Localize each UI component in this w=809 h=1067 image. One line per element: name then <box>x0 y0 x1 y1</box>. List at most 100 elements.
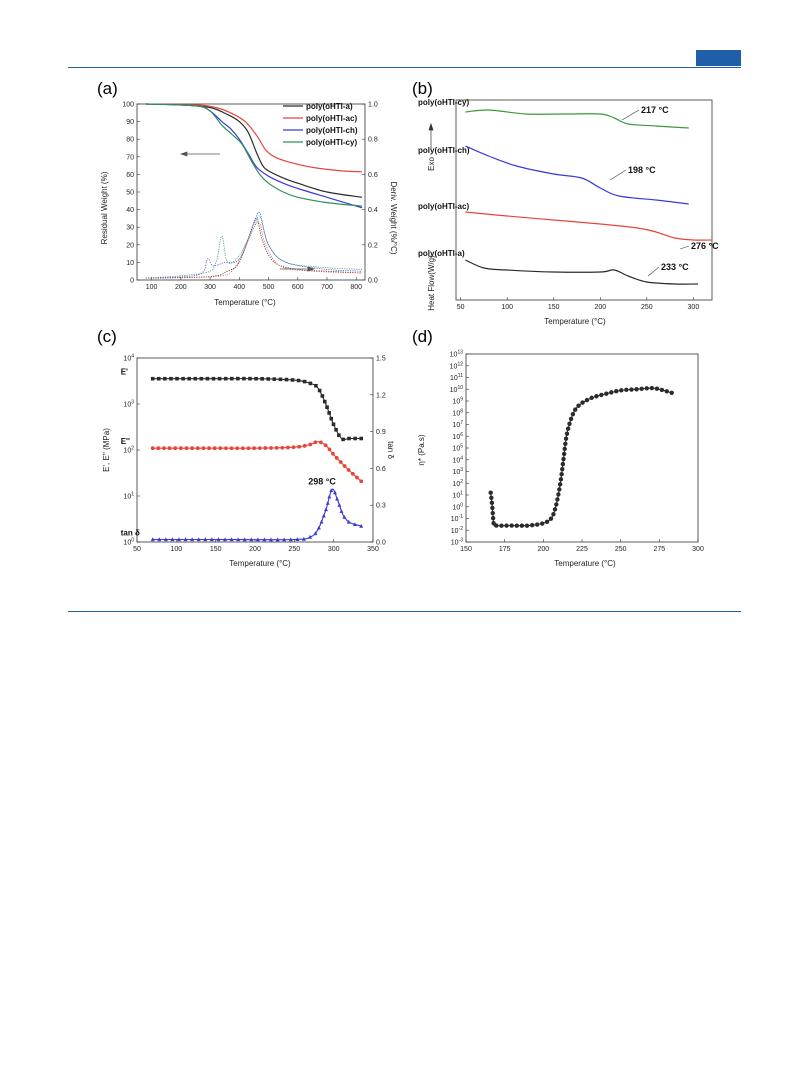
panel-c-marker <box>337 502 342 507</box>
panel-d-ytick-label: 104 <box>452 455 463 464</box>
panel-d-marker <box>629 387 634 392</box>
panel-b-exo-label: Exo <box>427 157 436 171</box>
panel-c-marker <box>209 537 214 542</box>
panel-a-xtick-label: 200 <box>175 284 187 291</box>
panel-c-marker <box>205 376 210 381</box>
panel-a-series-1 <box>145 103 363 173</box>
panel-b-xtick-label: 250 <box>641 304 653 311</box>
panel-a-xtick-label: 700 <box>321 284 333 291</box>
panel-c-marker <box>319 519 324 524</box>
panel-c-marker <box>320 394 325 398</box>
panel-c-y2tick-label: 0.0 <box>376 540 386 547</box>
panel-d-ytick-label: 10-2 <box>451 526 463 535</box>
panel-b-exo-arrow <box>428 122 434 150</box>
panel-c-marker <box>314 383 318 388</box>
panel-d-marker <box>557 487 562 492</box>
panel-c-marker <box>334 427 338 432</box>
panel-d-marker <box>554 502 559 507</box>
panel-c-marker <box>246 446 251 451</box>
panel-b-ylabel: Heat Flow(W/g) <box>427 255 436 311</box>
panel-c-marker <box>257 446 262 451</box>
panel-c-marker <box>317 388 322 393</box>
panel-c-marker <box>353 436 357 441</box>
panel-c-marker <box>163 537 168 542</box>
panel-b-series-label: poly(oHTI-a) <box>418 249 465 258</box>
footer-rule <box>68 611 741 612</box>
panel-c-marker <box>291 445 296 450</box>
panel-a-y2tick-label: 1.0 <box>368 102 378 109</box>
panel-c-series-label: E' <box>121 368 128 377</box>
panel-c-marker <box>341 437 345 442</box>
panel-a-deriv-series-1 <box>145 222 363 279</box>
panel-c-marker <box>329 488 334 493</box>
panel-c-marker <box>301 536 306 541</box>
panel-c-marker <box>163 376 167 381</box>
panel-c-y2tick-label: 1.5 <box>376 356 386 363</box>
panel-d-marker <box>634 387 639 392</box>
panel-b-tg-arrow <box>647 266 660 277</box>
panel-d-marker <box>544 519 550 525</box>
panel-d-marker <box>488 490 493 495</box>
panel-a-y2tick-label: 0.0 <box>368 278 378 285</box>
panel-b-series-0 <box>465 109 689 129</box>
panel-c-marker <box>169 376 173 381</box>
panel-d-xtick-label: 225 <box>576 546 588 553</box>
panel-d-marker <box>509 523 514 528</box>
panel-c-xtick-label: 200 <box>249 546 261 553</box>
panel-c-marker <box>331 451 335 456</box>
panel-a-deriv-series-2 <box>145 211 363 279</box>
panel-c-marker <box>352 522 357 527</box>
panel-a-ytick-label: 90 <box>126 119 134 126</box>
panel-b-tg-annotation: 217 °C <box>641 105 669 115</box>
panel-c-marker <box>240 446 245 451</box>
panel-c-marker <box>316 525 321 530</box>
panel-b-xtick-label: 300 <box>688 304 700 311</box>
panel-c-marker <box>286 445 290 450</box>
panel-c-ytick-label: 100 <box>123 538 134 547</box>
panel-b-xtick-label: 100 <box>501 304 513 311</box>
panel-d-marker <box>560 466 565 472</box>
panel-a-ytick-label: 10 <box>126 260 134 267</box>
panel-d-label: (d) <box>412 327 433 346</box>
panel-d-marker <box>551 512 556 517</box>
panel-d-marker <box>557 482 563 487</box>
panel-b-tg-arrow <box>621 109 640 121</box>
figure-panel-a: (a) 100 200 300 400 500 600 700 800 0 10 20 30 40 50 6… <box>97 79 398 307</box>
panel-d-marker <box>489 495 494 500</box>
panel-d-marker <box>489 500 495 506</box>
panel-c-xtick-label: 50 <box>133 546 141 553</box>
panel-d-marker <box>561 451 567 457</box>
panel-c-marker <box>308 534 313 539</box>
panel-a-y2tick-label: 0.4 <box>368 207 378 214</box>
panel-c-marker <box>278 377 283 382</box>
panel-c-ytick-label: 104 <box>123 354 134 363</box>
panel-c-marker <box>308 381 313 386</box>
panel-c-marker <box>183 537 188 542</box>
panel-c-marker <box>150 537 155 542</box>
panel-d-xtick-label: 150 <box>460 546 472 553</box>
panel-d-ytick-label: 1012 <box>450 361 464 370</box>
panel-d-marker <box>644 386 649 391</box>
panel-d-marker <box>556 492 561 497</box>
panel-a-xlabel: Temperature (°C) <box>214 298 276 307</box>
panel-b-label: (b) <box>412 79 433 98</box>
panel-d-marker <box>568 416 574 422</box>
panel-c-y2tick-label: 0.9 <box>376 429 386 436</box>
panel-d-marker <box>555 497 560 502</box>
panel-c-marker <box>347 436 351 441</box>
panel-c-marker <box>218 446 223 451</box>
panel-b-xtick-label: 50 <box>457 304 465 311</box>
panel-c-marker <box>342 515 347 519</box>
panel-c-marker <box>269 446 273 450</box>
panel-a-xtick-label: 500 <box>263 284 275 291</box>
panel-d-marker <box>558 477 564 482</box>
panel-c-marker <box>229 537 234 542</box>
panel-c-marker <box>181 376 185 381</box>
panel-a-ytick-label: 60 <box>126 172 134 179</box>
panel-b-tg-annotation: 198 °C <box>628 165 656 175</box>
panel-d-ytick-label: 1013 <box>450 350 464 359</box>
panel-d-marker <box>564 431 570 436</box>
panel-c-marker <box>150 376 155 381</box>
panel-c-marker <box>252 446 257 451</box>
panel-d-marker <box>580 400 585 405</box>
